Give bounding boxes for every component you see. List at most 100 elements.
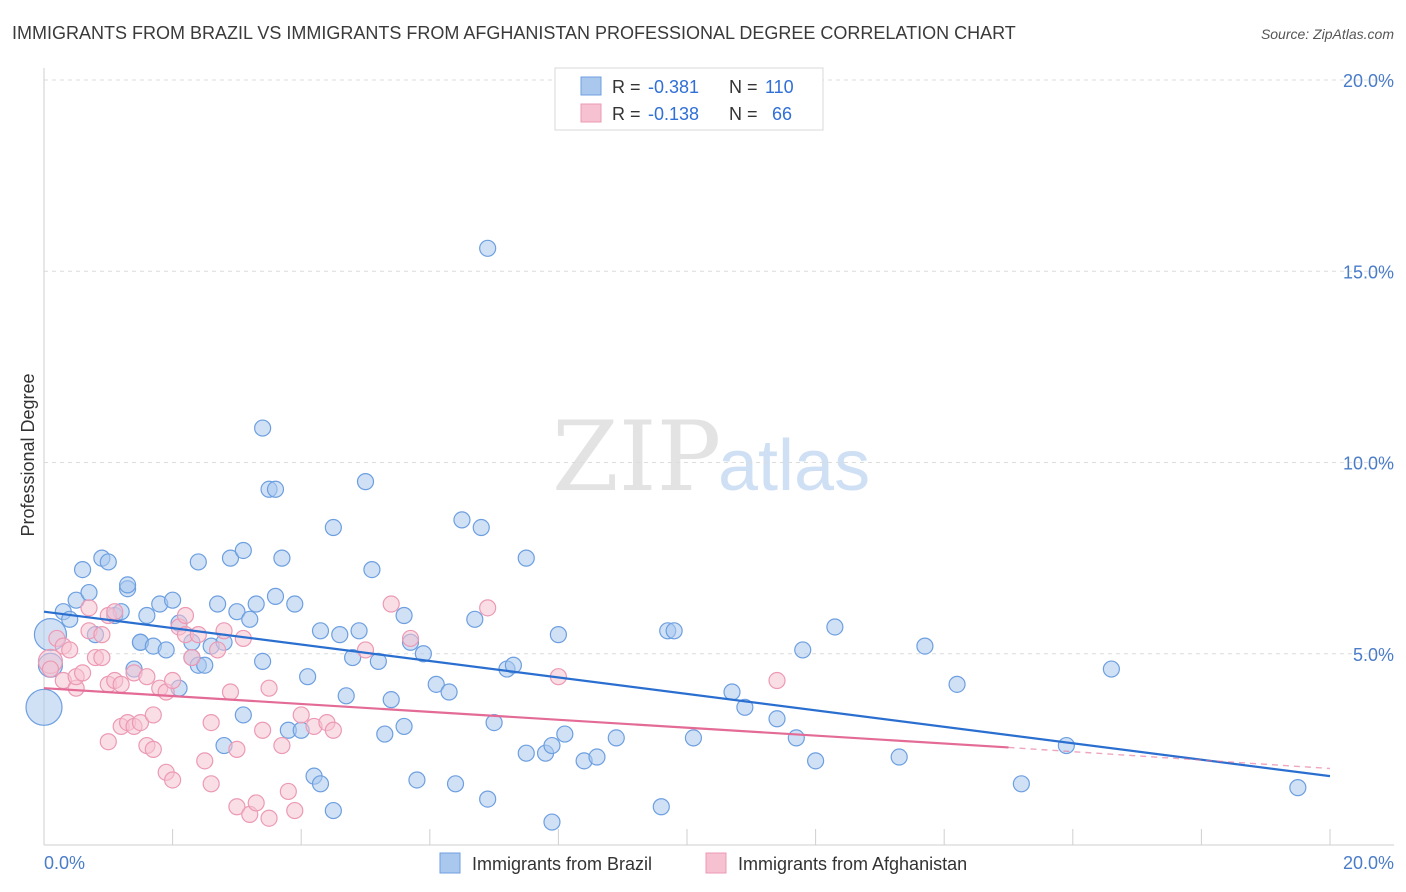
point-afghanistan-5 xyxy=(61,641,79,659)
point-brazil-37 xyxy=(234,706,252,724)
point-brazil-54 xyxy=(324,518,342,537)
point-afghanistan-33 xyxy=(164,771,182,789)
point-brazil-60 xyxy=(363,560,381,579)
point-brazil-83 xyxy=(543,736,561,755)
point-brazil-41 xyxy=(254,419,272,437)
point-afghanistan-24 xyxy=(131,713,150,732)
legend-n-label-brazil: N = xyxy=(729,77,763,97)
point-brazil-51 xyxy=(311,622,330,640)
point-brazil-86 xyxy=(556,725,574,743)
point-brazil-96 xyxy=(768,710,786,728)
point-brazil-102 xyxy=(916,637,934,655)
point-afghanistan-37 xyxy=(183,648,201,667)
grid-lines xyxy=(44,79,1394,655)
point-afghanistan-13 xyxy=(93,648,111,667)
point-afghanistan-65 xyxy=(768,671,786,690)
point-brazil-104 xyxy=(1012,775,1030,793)
point-brazil-21 xyxy=(157,641,175,659)
legend-bottom-label-afghanistan: Immigrants from Afghanistan xyxy=(738,854,967,874)
point-brazil-38 xyxy=(241,610,259,628)
y-tick-label-3: 20.0% xyxy=(1343,71,1394,91)
point-afghanistan-12 xyxy=(93,626,111,644)
point-brazil-64 xyxy=(395,717,413,736)
point-brazil-43 xyxy=(266,480,285,498)
point-brazil-10 xyxy=(99,553,117,571)
point-brazil-95 xyxy=(736,698,754,716)
chart-source: Source: ZipAtlas.com xyxy=(1261,26,1394,42)
point-brazil-47 xyxy=(286,595,304,613)
point-brazil-94 xyxy=(723,683,741,701)
point-brazil-80 xyxy=(517,549,535,567)
point-brazil-77 xyxy=(485,713,503,732)
point-brazil-101 xyxy=(890,748,908,766)
y-tick-label-0: 5.0% xyxy=(1353,645,1394,665)
point-brazil-2 xyxy=(25,688,63,726)
point-afghanistan-54 xyxy=(279,782,297,801)
point-brazil-36 xyxy=(234,541,252,560)
point-brazil-68 xyxy=(414,645,432,663)
point-afghanistan-62 xyxy=(401,629,420,648)
point-afghanistan-38 xyxy=(189,626,207,644)
trend-lines xyxy=(43,610,1331,778)
point-afghanistan-27 xyxy=(144,706,162,724)
point-afghanistan-45 xyxy=(228,740,246,758)
legend-bottom-label-brazil: Immigrants from Brazil xyxy=(472,854,652,874)
legend-r-value-afghanistan: -0.138 xyxy=(648,104,699,124)
legend-r-label-afghanistan: R = xyxy=(612,104,646,124)
point-afghanistan-59 xyxy=(324,721,342,739)
watermark-zip: ZIP xyxy=(552,401,721,513)
point-brazil-59 xyxy=(356,473,375,491)
point-afghanistan-28 xyxy=(144,740,162,758)
point-brazil-69 xyxy=(427,675,445,693)
legend-swatch-afghanistan xyxy=(580,103,602,123)
point-brazil-93 xyxy=(684,729,703,747)
point-brazil-75 xyxy=(479,790,497,808)
point-afghanistan-25 xyxy=(138,668,156,686)
point-brazil-73 xyxy=(466,610,484,628)
x-tick-max: 20.0% xyxy=(1343,853,1394,873)
point-afghanistan-19 xyxy=(112,675,130,693)
point-brazil-76 xyxy=(479,239,497,257)
legend-top: R = -0.381 N = 110 R = -0.138 N = 66 xyxy=(554,67,824,131)
point-brazil-6 xyxy=(73,560,92,579)
legend-bottom-swatch-afghanistan xyxy=(705,852,727,874)
point-afghanistan-63 xyxy=(479,599,497,617)
point-afghanistan-52 xyxy=(260,809,278,827)
point-afghanistan-50 xyxy=(254,721,272,739)
point-afghanistan-44 xyxy=(221,683,240,701)
point-brazil-14 xyxy=(118,576,137,594)
point-brazil-53 xyxy=(324,801,342,820)
point-brazil-7 xyxy=(80,583,98,602)
point-brazil-85 xyxy=(549,626,568,644)
data-points xyxy=(25,239,1307,831)
point-brazil-35 xyxy=(228,603,246,621)
point-afghanistan-8 xyxy=(73,664,92,682)
trend-line-dashed-afghanistan xyxy=(1008,746,1331,770)
point-brazil-31 xyxy=(209,595,227,613)
point-brazil-49 xyxy=(299,668,317,686)
point-brazil-52 xyxy=(311,775,330,793)
point-brazil-62 xyxy=(376,725,394,743)
legend-r-label-brazil: R = xyxy=(612,77,646,97)
point-brazil-90 xyxy=(652,798,670,816)
point-brazil-56 xyxy=(337,687,355,705)
point-afghanistan-40 xyxy=(202,713,220,732)
point-brazil-88 xyxy=(588,748,606,766)
point-brazil-29 xyxy=(196,656,214,674)
legend-swatch-brazil xyxy=(580,76,602,96)
legend-r-value-brazil: -0.381 xyxy=(648,77,699,97)
watermark: ZIP atlas xyxy=(552,401,870,513)
point-brazil-5 xyxy=(67,591,85,609)
chart-title: IMMIGRANTS FROM BRAZIL VS IMMIGRANTS FRO… xyxy=(12,23,1016,43)
legend-n-value-afghanistan: 66 xyxy=(772,104,792,124)
point-afghanistan-51 xyxy=(260,679,278,697)
legend-n-value-brazil: 110 xyxy=(765,77,794,97)
point-brazil-103 xyxy=(948,675,966,693)
point-brazil-39 xyxy=(247,595,265,613)
point-brazil-65 xyxy=(395,606,413,625)
point-afghanistan-32 xyxy=(164,671,182,690)
point-brazil-84 xyxy=(543,813,561,831)
point-afghanistan-42 xyxy=(209,641,227,659)
point-brazil-70 xyxy=(440,683,458,701)
